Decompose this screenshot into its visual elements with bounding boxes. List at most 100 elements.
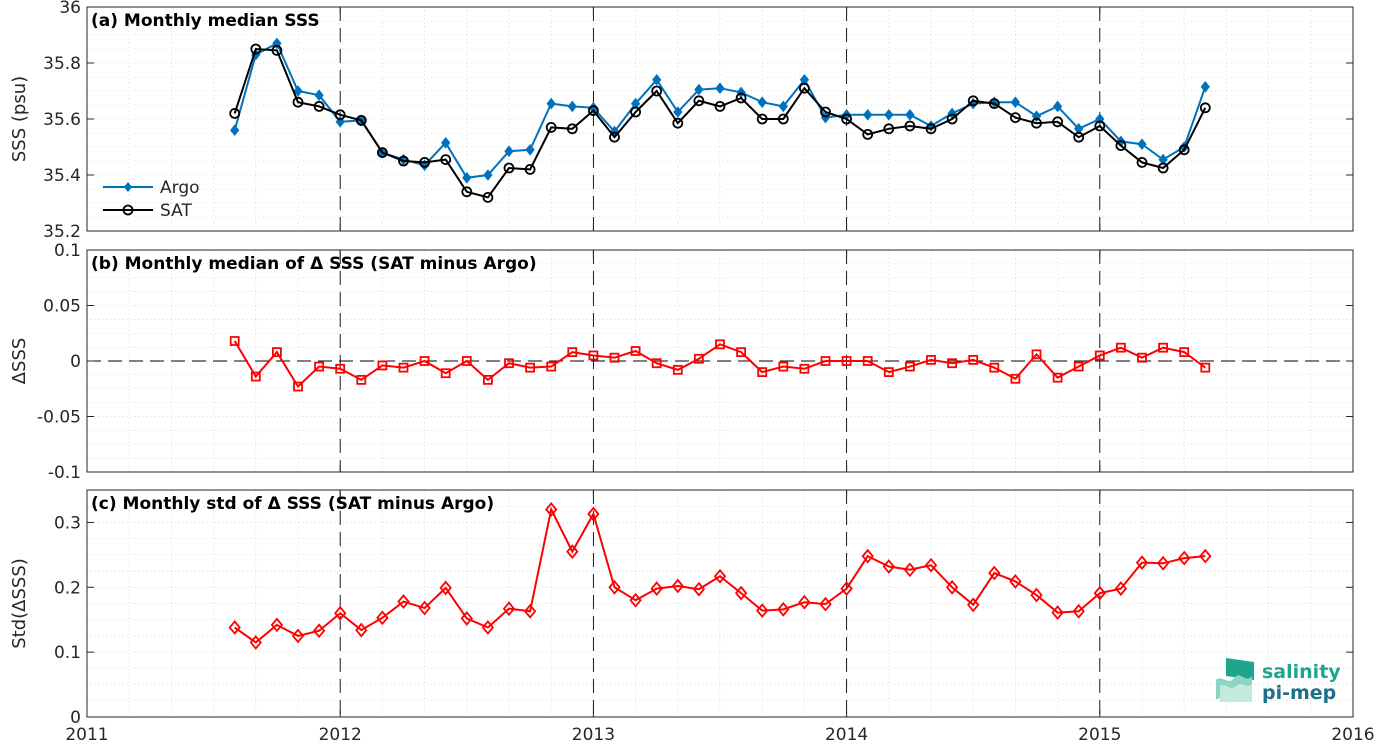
data-point: [630, 106, 641, 118]
data-point: [840, 581, 853, 596]
data-point: [630, 346, 641, 356]
data-point: [229, 336, 240, 346]
data-point: [481, 620, 495, 635]
data-point: [630, 97, 641, 110]
y-tick-label: 36: [59, 0, 81, 18]
data-point: [1093, 585, 1106, 601]
data-point: [988, 565, 1001, 581]
data-point: [1199, 102, 1211, 114]
data-point: [250, 43, 262, 55]
data-point: [419, 356, 430, 366]
data-point: [335, 363, 346, 374]
data-point: [587, 506, 600, 522]
data-point: [672, 117, 684, 129]
data-point: [968, 354, 979, 365]
data-point: [546, 97, 556, 110]
data-point: [566, 123, 578, 135]
data-point: [1116, 342, 1126, 353]
y-tick-label: 0.2: [54, 578, 81, 598]
data-point: [692, 581, 706, 597]
y-tick-label: 35.8: [43, 54, 81, 74]
data-point: [545, 122, 557, 133]
data-point: [1135, 555, 1149, 571]
data-point: [462, 171, 472, 184]
data-point: [523, 603, 537, 619]
chart-panels: 35.2 35.4 35.6 35.8 36 SSS (psu) (a) Monthly m…: [9, 0, 1354, 728]
data-point: [546, 361, 557, 372]
data-point: [736, 86, 746, 99]
data-point: [1156, 555, 1170, 571]
data-point: [757, 367, 768, 378]
data-point: [1074, 122, 1084, 135]
grid-lines: [87, 490, 1353, 717]
data-point: [1136, 156, 1148, 168]
data-point: [249, 635, 262, 650]
data-point: [356, 374, 367, 385]
data-point: [525, 143, 535, 156]
data-point: [503, 162, 515, 174]
data-point: [757, 96, 767, 109]
data-point: [567, 347, 578, 358]
data-point: [862, 128, 874, 140]
data-point: [270, 617, 284, 633]
y-tick-label: 0.1: [54, 643, 81, 663]
data-point: [567, 100, 577, 113]
data-point: [778, 361, 789, 372]
data-point: [588, 350, 599, 361]
data-point: [756, 113, 768, 125]
data-point: [397, 594, 410, 609]
data-point: [461, 356, 472, 366]
data-point: [482, 374, 493, 385]
logo-icon: [1216, 658, 1254, 702]
panel-title: (a) Monthly median SSS: [91, 11, 320, 31]
data-point: [946, 113, 958, 125]
data-point: [1115, 140, 1127, 152]
y-tick-label: 0.1: [54, 241, 81, 261]
data-point: [947, 358, 957, 369]
data-point: [524, 163, 536, 175]
data-point: [734, 585, 748, 601]
data-point: [355, 115, 367, 126]
data-point: [884, 108, 894, 121]
data-point: [482, 191, 494, 203]
data-point: [419, 156, 431, 168]
data-point: [862, 356, 873, 366]
data-point: [904, 120, 916, 132]
data-point: [230, 124, 240, 137]
x-tick-label: 2014: [825, 725, 868, 745]
data-point: [293, 85, 303, 97]
data-point: [376, 147, 388, 159]
data-point: [250, 371, 261, 382]
data-point: [903, 562, 917, 578]
x-tick-label: 2016: [1331, 725, 1374, 745]
data-point: [799, 73, 810, 86]
data-point: [629, 592, 642, 608]
data-point: [798, 594, 811, 610]
data-point: [1137, 138, 1147, 151]
data-point: [271, 45, 283, 56]
data-point: [713, 568, 727, 584]
data-point: [1031, 117, 1042, 129]
data-point: [715, 339, 725, 350]
data-point: [1200, 80, 1210, 93]
legend-marker: [122, 204, 134, 216]
panel-title: (c) Monthly std of Δ SSS (SAT minus Argo…: [91, 494, 494, 514]
data-point: [504, 145, 514, 158]
data-point: [292, 96, 304, 108]
data-point: [673, 106, 683, 118]
logo-text-salinity: salinity: [1262, 661, 1341, 683]
data-point: [714, 101, 726, 112]
series-line: [233, 47, 1207, 199]
y-tick-label: -0.1: [48, 463, 81, 483]
y-tick-label: 35.4: [43, 166, 81, 186]
data-point: [229, 108, 241, 119]
data-point: [1052, 372, 1063, 383]
panel-1: 35.2 35.4 35.6 35.8 36 SSS (psu) (a) Monthly m…: [9, 0, 1354, 242]
data-point: [1073, 361, 1084, 372]
x-tick-label: 2012: [319, 725, 362, 745]
data-point: [504, 358, 514, 369]
data-point: [1200, 362, 1211, 373]
data-point: [672, 364, 683, 375]
data-point: [334, 605, 347, 621]
data-point: [545, 502, 558, 517]
